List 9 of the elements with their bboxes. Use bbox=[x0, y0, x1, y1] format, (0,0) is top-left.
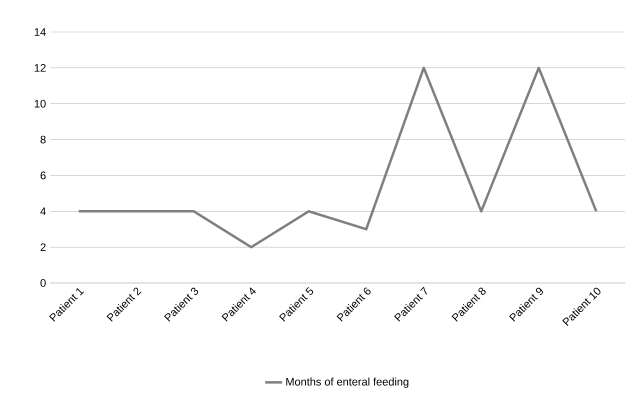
y-tick-label: 0 bbox=[40, 279, 46, 287]
y-tick-label: 4 bbox=[40, 208, 46, 216]
legend-label: Months of enteral feeding bbox=[286, 378, 408, 388]
y-tick-label: 6 bbox=[40, 172, 46, 180]
y-tick-label: 10 bbox=[34, 100, 46, 108]
y-tick-label: 8 bbox=[40, 136, 46, 144]
y-tick-label: 14 bbox=[34, 28, 46, 36]
y-tick-label: 12 bbox=[34, 64, 46, 72]
y-tick-label: 2 bbox=[40, 243, 46, 251]
